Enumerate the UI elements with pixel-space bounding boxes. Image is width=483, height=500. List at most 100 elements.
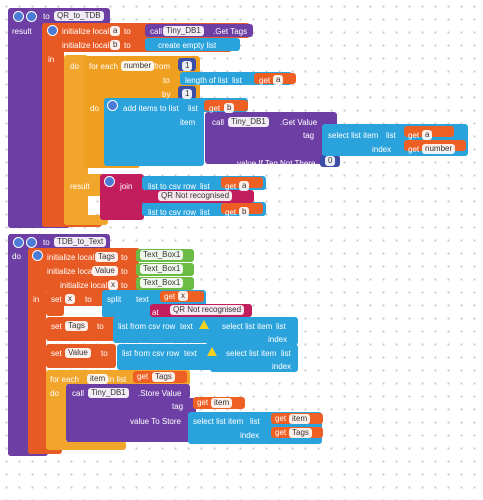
block-label: .Get Tags — [213, 27, 248, 36]
mutator-icon — [104, 176, 115, 187]
mutator-icon — [13, 11, 24, 22]
block-label: text — [136, 295, 149, 304]
block-label: to — [101, 349, 108, 358]
field: QR_to_TDB — [54, 11, 104, 21]
block-label: get — [197, 398, 209, 407]
field: QR Not recognised — [158, 191, 233, 201]
block — [46, 370, 66, 450]
field: 1 — [182, 61, 193, 71]
block-label: get — [259, 76, 271, 85]
field: item — [211, 398, 233, 408]
warning-icon — [207, 347, 217, 356]
block-label: length of list — [185, 76, 228, 85]
mutator-icon — [32, 250, 43, 261]
field: item — [87, 374, 109, 384]
field: Tags — [152, 372, 175, 382]
block-label: list to csv row — [148, 182, 197, 191]
block — [8, 234, 30, 456]
block-label: create empty list — [158, 41, 217, 50]
block-label: get — [408, 131, 420, 140]
block — [64, 174, 104, 196]
block-label: to — [121, 267, 128, 276]
block-label: split — [107, 295, 122, 304]
field: Tags — [65, 321, 88, 331]
block-label: do — [90, 104, 99, 113]
field: a — [110, 26, 121, 36]
block — [84, 56, 104, 168]
block — [205, 112, 337, 164]
block-label: call — [150, 27, 163, 36]
field: Tags — [95, 252, 118, 262]
block-label: to — [85, 295, 92, 304]
block-label: tag — [172, 402, 184, 411]
block-label: result — [12, 27, 32, 36]
block — [210, 344, 298, 372]
mutator-icon — [26, 237, 37, 248]
field: 1 — [182, 89, 193, 99]
field: Tags — [289, 428, 312, 438]
block-label: get — [209, 104, 221, 113]
block-label: do — [70, 62, 79, 71]
block-label: set — [51, 295, 62, 304]
field: b — [224, 103, 235, 113]
block — [28, 446, 62, 454]
block-label: initialize local — [62, 41, 110, 50]
block-label: set — [51, 322, 62, 331]
block-label: to — [124, 41, 131, 50]
block-label: in — [33, 295, 40, 304]
block-label: to — [43, 12, 50, 21]
block-label: add items to list — [123, 104, 179, 113]
field: b — [110, 40, 121, 50]
block — [104, 98, 204, 166]
block-label: .Store Value — [138, 389, 182, 398]
block-label: from — [154, 62, 170, 71]
block-label: join — [120, 182, 133, 191]
block-label: index — [272, 362, 292, 371]
block-label: result — [70, 182, 90, 191]
field: x — [178, 291, 188, 301]
block-label: to — [124, 27, 131, 36]
block-label: text — [180, 322, 193, 331]
block-label: list — [188, 104, 198, 113]
block-label: item — [180, 118, 196, 127]
field: number — [121, 61, 155, 71]
field: Value — [92, 266, 118, 276]
block — [8, 8, 42, 228]
field: Text_Box1 — [140, 278, 184, 288]
block-label: index — [268, 335, 288, 344]
block-label: at — [152, 308, 159, 317]
block — [42, 23, 64, 227]
field: x — [108, 280, 118, 290]
block-label: call — [72, 389, 85, 398]
block-label: get — [164, 292, 176, 301]
block-label: select list item — [226, 349, 277, 358]
block-label: value If Tag Not There — [237, 159, 316, 168]
block-label: list — [200, 208, 210, 217]
mutator-icon — [13, 237, 24, 248]
block-label: call — [212, 118, 225, 127]
block-label: to — [121, 281, 128, 290]
block-label: get — [225, 208, 237, 217]
block-label: get — [275, 414, 287, 423]
block — [64, 215, 108, 225]
block-label: index — [240, 431, 260, 440]
block — [66, 398, 196, 442]
block-label: list to csv row — [148, 208, 197, 217]
block-label: list — [281, 349, 291, 358]
block-label: initialize local — [60, 281, 108, 290]
block-label: get — [408, 145, 420, 154]
field: a — [273, 75, 284, 85]
block-label: list — [232, 76, 242, 85]
field: Text_Box1 — [140, 250, 184, 260]
block-label: list from csv row — [122, 349, 180, 358]
field: TDB_to_Text — [54, 237, 107, 247]
block-label: index — [372, 145, 392, 154]
block-label: by — [162, 90, 171, 99]
field: Tiny_DB1 — [163, 26, 204, 36]
block-label: initialize local — [62, 27, 110, 36]
block-label: get — [275, 428, 287, 437]
block-label: list — [250, 417, 260, 426]
block-label: do — [50, 389, 59, 398]
field: b — [239, 207, 250, 217]
field: 0 — [325, 156, 336, 166]
